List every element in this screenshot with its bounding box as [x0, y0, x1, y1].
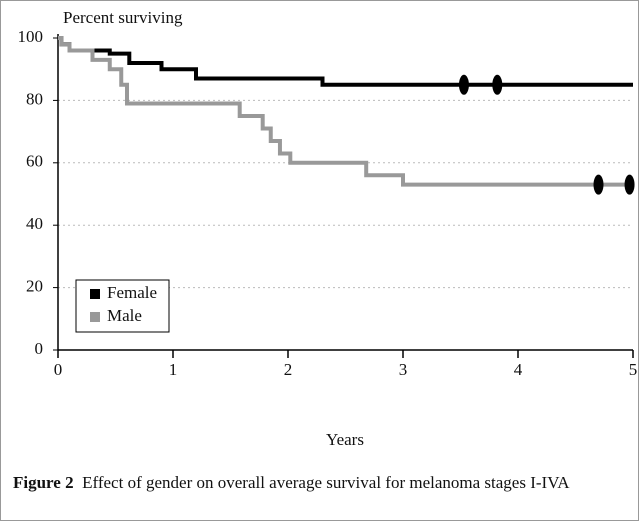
y-tick-label: 0 — [35, 339, 44, 358]
x-tick-label: 0 — [54, 360, 63, 379]
censor-mark — [458, 74, 469, 95]
x-tick-label: 3 — [399, 360, 408, 379]
y-tick-label: 40 — [26, 214, 43, 233]
y-tick-label: 60 — [26, 152, 43, 171]
y-tick-label: 80 — [26, 89, 43, 108]
censor-mark — [624, 174, 635, 195]
x-tick-label: 5 — [629, 360, 638, 379]
legend-swatch — [90, 289, 100, 299]
x-tick-label: 4 — [514, 360, 523, 379]
y-axis-label: Percent surviving — [63, 8, 183, 27]
x-tick-label: 1 — [169, 360, 178, 379]
censor-mark — [492, 74, 503, 95]
survival-line — [58, 36, 633, 87]
x-axis-label: Years — [326, 430, 364, 449]
legend-label: Male — [107, 306, 142, 325]
survival-line — [58, 36, 633, 187]
legend-box — [75, 279, 170, 333]
legend-swatch — [90, 312, 100, 322]
censor-mark — [593, 174, 604, 195]
caption-text: Effect of gender on overall average surv… — [82, 473, 570, 492]
caption: Figure 2 Effect of gender on overall ave… — [13, 471, 573, 495]
y-tick-label: 20 — [26, 277, 43, 296]
legend-label: Female — [107, 283, 157, 302]
chart: Percent surviving Years 0 20 40 60 80 100 0 1 2 3… — [18, 8, 638, 449]
x-tick-label: 2 — [284, 360, 293, 379]
caption-label: Figure 2 — [13, 473, 74, 492]
y-tick-label: 100 — [18, 27, 44, 46]
